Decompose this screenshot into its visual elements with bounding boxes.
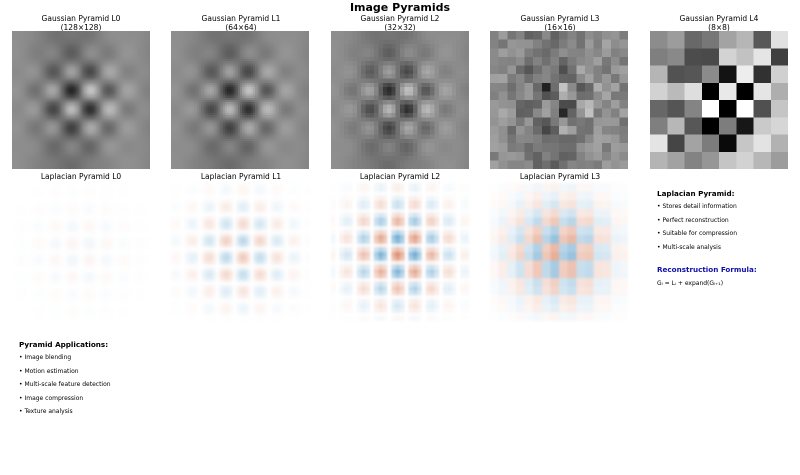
gaussian-l3-title: Gaussian Pyramid L3 (16×16): [480, 14, 640, 32]
list-item-text: Suitable for compression: [662, 230, 737, 237]
gaussian-l0-size: (128×128): [1, 23, 161, 32]
list-item-text: Motion estimation: [24, 368, 78, 375]
gaussian-l2-size: (32×32): [320, 23, 480, 32]
gaussian-l1-size: (64×64): [161, 23, 321, 32]
laplacian-l1-image: [171, 183, 309, 321]
gaussian-l2-title-text: Gaussian Pyramid L2: [320, 14, 480, 23]
gaussian-l4-image: [650, 31, 788, 169]
list-item: • Stores detail information: [657, 204, 797, 210]
list-item: • Image compression: [19, 395, 219, 402]
gaussian-l3-image: [490, 31, 628, 169]
applications-box: Pyramid Applications: • Image blending •…: [19, 340, 219, 423]
list-item-text: Image compression: [24, 395, 83, 402]
list-item: • Multi-scale analysis: [657, 244, 797, 251]
gaussian-l2-title: Gaussian Pyramid L2 (32×32): [320, 14, 480, 32]
laplacian-info-box: Laplacian Pyramid: • Stores detail infor…: [657, 189, 797, 287]
applications-list: • Image blending • Motion estimation • M…: [19, 355, 219, 415]
gaussian-l3-title-text: Gaussian Pyramid L3: [480, 14, 640, 23]
laplacian-l2-title: Laplacian Pyramid L2: [320, 172, 480, 181]
gaussian-l2-image: [331, 31, 469, 169]
list-item-text: Image blending: [24, 354, 71, 361]
applications-heading: Pyramid Applications:: [19, 340, 219, 349]
gaussian-l1-title: Gaussian Pyramid L1 (64×64): [161, 14, 321, 32]
list-item: • Suitable for compression: [657, 231, 797, 237]
list-item-text: Multi-scale feature detection: [24, 381, 110, 388]
list-item-text: Multi-scale analysis: [662, 244, 721, 251]
gaussian-l4-title: Gaussian Pyramid L4 (8×8): [639, 14, 799, 32]
gaussian-l0-image: [12, 31, 150, 169]
list-item-text: Perfect reconstruction: [662, 217, 728, 224]
gaussian-l0-title: Gaussian Pyramid L0 (128×128): [1, 14, 161, 32]
list-item: • Motion estimation: [19, 368, 219, 375]
gaussian-l1-title-text: Gaussian Pyramid L1: [161, 14, 321, 23]
laplacian-info-heading: Laplacian Pyramid:: [657, 189, 797, 198]
figure-title: Image Pyramids: [0, 1, 800, 14]
gaussian-l0-title-text: Gaussian Pyramid L0: [1, 14, 161, 23]
laplacian-l0-title: Laplacian Pyramid L0: [1, 172, 161, 181]
laplacian-l3-title: Laplacian Pyramid L3: [480, 172, 640, 181]
laplacian-l0-image: [12, 183, 150, 321]
gaussian-l4-size: (8×8): [639, 23, 799, 32]
laplacian-info-list: • Stores detail information • Perfect re…: [657, 204, 797, 251]
formula-text: Gᵢ = Lᵢ + expand(Gᵢ₊₁): [657, 280, 797, 287]
gaussian-l1-image: [171, 31, 309, 169]
list-item-text: Stores detail information: [662, 203, 736, 210]
list-item-text: Texture analysis: [24, 408, 72, 415]
list-item: • Perfect reconstruction: [657, 217, 797, 224]
list-item: • Multi-scale feature detection: [19, 382, 219, 388]
formula-heading: Reconstruction Formula:: [657, 265, 797, 274]
gaussian-l4-title-text: Gaussian Pyramid L4: [639, 14, 799, 23]
laplacian-l2-image: [331, 183, 469, 321]
laplacian-l3-image: [490, 183, 628, 321]
list-item: • Texture analysis: [19, 409, 219, 415]
list-item: • Image blending: [19, 355, 219, 361]
laplacian-l1-title: Laplacian Pyramid L1: [161, 172, 321, 181]
gaussian-l3-size: (16×16): [480, 23, 640, 32]
